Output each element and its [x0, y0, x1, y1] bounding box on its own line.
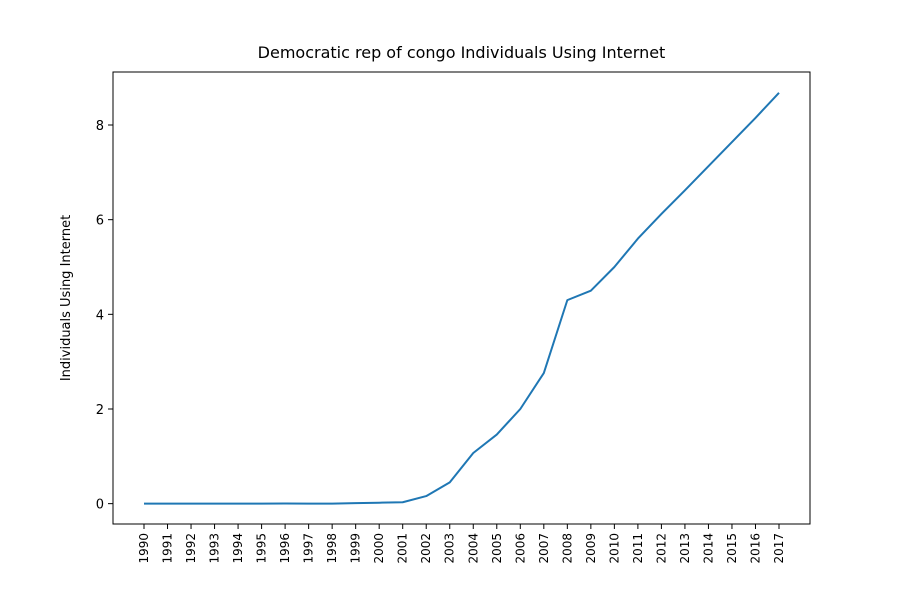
x-tick-label: 2006 — [513, 533, 527, 564]
x-tick-label: 2016 — [748, 533, 762, 564]
x-tick-label: 1994 — [231, 533, 245, 564]
y-tick-label: 8 — [96, 119, 104, 134]
x-tick-label: 1996 — [278, 533, 292, 564]
x-tick-label: 2004 — [466, 533, 480, 564]
x-tick-label: 2015 — [725, 533, 739, 564]
series-line-0 — [144, 92, 780, 505]
plot-area-frame — [112, 71, 811, 525]
x-tick-label: 1997 — [302, 533, 316, 564]
y-tick-label: 6 — [96, 214, 104, 229]
x-tick-label: 2002 — [419, 533, 433, 564]
y-tick-label: 4 — [96, 308, 104, 323]
x-tick-label: 2007 — [537, 533, 551, 564]
x-tick-label: 2009 — [584, 533, 598, 564]
x-tick-label: 1990 — [137, 533, 151, 564]
y-axis-label-group: Individuals Using Internet — [59, 215, 74, 381]
y-axis-label: Individuals Using Internet — [59, 215, 74, 381]
x-tick-label: 1999 — [349, 533, 363, 564]
x-tick-label: 2010 — [607, 533, 621, 564]
x-tick-label: 2012 — [654, 533, 668, 564]
x-tick-label: 1992 — [184, 533, 198, 564]
x-tick-label: 2008 — [560, 533, 574, 564]
x-axis-ticks: 1990 1991 1992 1993 1994 1995 1996 1997 1998 1999… — [137, 524, 786, 564]
y-axis-ticks: 0 2 4 6 8 — [96, 119, 113, 513]
x-tick-label: 1993 — [208, 533, 222, 564]
x-tick-label: 1991 — [161, 533, 175, 564]
x-tick-label: 2011 — [631, 533, 645, 564]
x-tick-label: 2014 — [701, 533, 715, 564]
series-layer — [144, 92, 780, 505]
x-tick-label: 2013 — [678, 533, 692, 564]
x-tick-label: 1998 — [325, 533, 339, 564]
x-tick-label: 1995 — [255, 533, 269, 564]
x-tick-label: 2001 — [396, 533, 410, 564]
x-tick-label: 2005 — [490, 533, 504, 564]
y-tick-label: 0 — [96, 498, 104, 513]
x-tick-label: 2003 — [443, 533, 457, 564]
x-tick-label: 2000 — [372, 533, 386, 564]
x-tick-label: 2017 — [772, 533, 786, 564]
y-tick-label: 2 — [96, 403, 104, 418]
chart-title: Democratic rep of congo Individuals Usin… — [258, 43, 666, 62]
